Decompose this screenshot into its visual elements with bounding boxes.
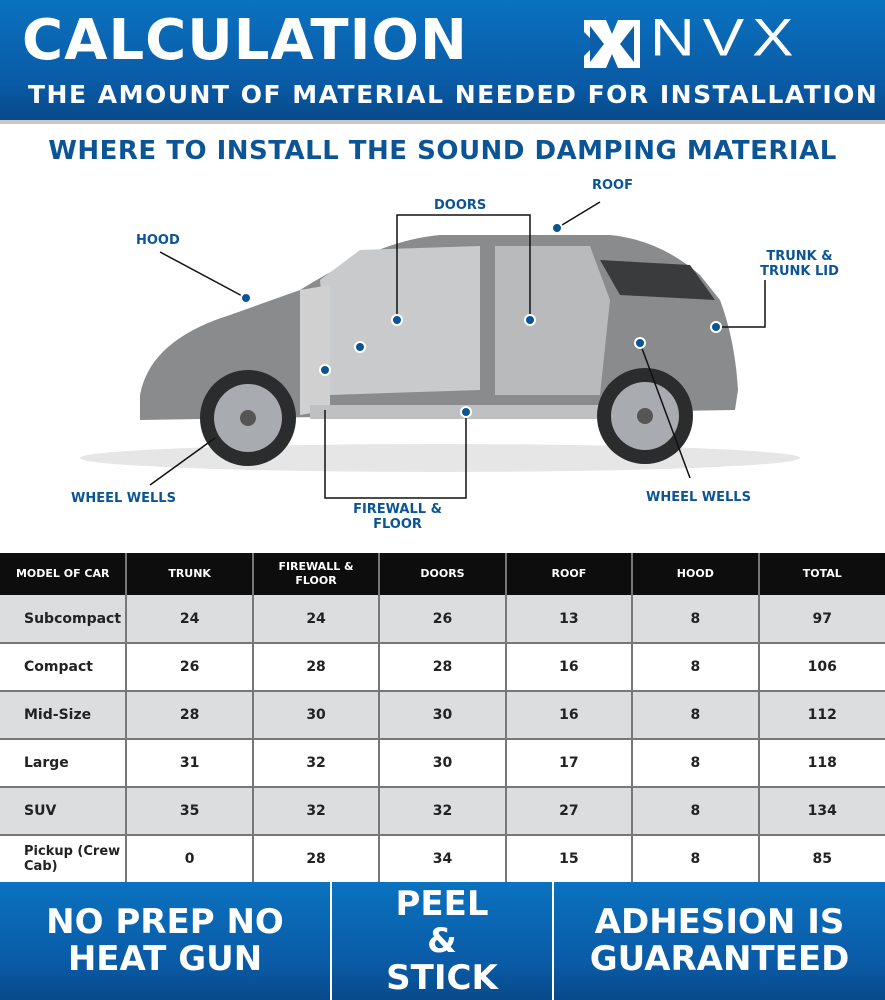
cell-value: 8 <box>632 643 760 692</box>
cell-value: 13 <box>505 595 634 644</box>
header-banner: CALCULATION THE AMOUNT OF MATERIAL NEEDE… <box>0 0 885 120</box>
cell-value: 106 <box>758 643 885 692</box>
nvx-logo-icon <box>584 20 640 68</box>
col-firewall: FIREWALL & FLOOR <box>252 553 381 595</box>
cell-value: 28 <box>252 643 381 692</box>
cell-value: 28 <box>379 643 507 692</box>
cell-model: SUV <box>0 787 128 836</box>
cell-value: 8 <box>632 739 760 788</box>
cell-value: 85 <box>758 835 885 884</box>
label-hood: HOOD <box>136 233 180 248</box>
cell-value: 8 <box>632 691 760 740</box>
cell-model: Subcompact <box>0 595 128 644</box>
cell-value: 31 <box>126 739 254 788</box>
cell-value: 24 <box>126 595 254 644</box>
cell-value: 16 <box>505 643 634 692</box>
cell-value: 32 <box>379 787 507 836</box>
cell-value: 16 <box>505 691 634 740</box>
label-doors: DOORS <box>434 198 487 213</box>
table-header-row: MODEL OF CAR TRUNK FIREWALL & FLOOR DOOR… <box>0 553 885 595</box>
cell-value: 8 <box>632 595 760 644</box>
cell-value: 28 <box>252 835 381 884</box>
car-illustration <box>80 201 800 499</box>
cell-value: 134 <box>758 787 885 836</box>
table-row: Mid-Size 28 30 30 16 8 112 <box>0 691 885 740</box>
cell-value: 32 <box>252 787 381 836</box>
cell-value: 26 <box>126 643 254 692</box>
cell-value: 34 <box>379 835 507 884</box>
label-firewall-floor: FIREWALL & FLOOR <box>353 502 442 532</box>
cell-value: 24 <box>252 595 381 644</box>
table-row: SUV 35 32 32 27 8 134 <box>0 787 885 836</box>
cell-value: 35 <box>126 787 254 836</box>
table-row: Large 31 32 30 17 8 118 <box>0 739 885 788</box>
cell-value: 8 <box>632 835 760 884</box>
cell-value: 112 <box>758 691 885 740</box>
cell-value: 0 <box>126 835 254 884</box>
cell-value: 30 <box>379 739 507 788</box>
label-wheel-wells-right: WHEEL WELLS <box>646 490 751 505</box>
table-row: Pickup (Crew Cab) 0 28 34 15 8 85 <box>0 835 885 884</box>
cell-value: 27 <box>505 787 634 836</box>
cell-model: Large <box>0 739 128 788</box>
page-subtitle: THE AMOUNT OF MATERIAL NEEDED FOR INSTAL… <box>28 80 879 109</box>
label-wheel-wells-left: WHEEL WELLS <box>71 491 176 506</box>
cell-value: 118 <box>758 739 885 788</box>
col-total: TOTAL <box>758 553 885 595</box>
footer-banner: NO PREP NO HEAT GUN PEEL & STICK ADHESIO… <box>0 882 885 1000</box>
col-roof: ROOF <box>505 553 634 595</box>
table-row: Subcompact 24 24 26 13 8 97 <box>0 595 885 644</box>
col-hood: HOOD <box>632 553 760 595</box>
cell-value: 15 <box>505 835 634 884</box>
cell-value: 32 <box>252 739 381 788</box>
cell-model: Mid-Size <box>0 691 128 740</box>
cell-value: 28 <box>126 691 254 740</box>
cell-value: 8 <box>632 787 760 836</box>
brand-name: NVX <box>650 8 802 68</box>
cell-value: 17 <box>505 739 634 788</box>
feature-no-prep: NO PREP NO HEAT GUN <box>0 882 332 1000</box>
label-roof: ROOF <box>592 178 633 193</box>
cell-value: 97 <box>758 595 885 644</box>
page-title: CALCULATION <box>22 8 468 73</box>
cell-model: Compact <box>0 643 128 692</box>
col-doors: DOORS <box>379 553 507 595</box>
table-row: Compact 26 28 28 16 8 106 <box>0 643 885 692</box>
label-trunk: TRUNK & TRUNK LID <box>760 249 839 279</box>
feature-adhesion: ADHESION IS GUARANTEED <box>589 902 850 979</box>
divider <box>0 120 885 124</box>
cell-value: 26 <box>379 595 507 644</box>
cell-value: 30 <box>379 691 507 740</box>
feature-peel-stick: PEEL & STICK <box>332 882 554 1000</box>
col-trunk: TRUNK <box>126 553 254 595</box>
cell-value: 30 <box>252 691 381 740</box>
material-table: MODEL OF CAR TRUNK FIREWALL & FLOOR DOOR… <box>0 553 885 884</box>
section-title: WHERE TO INSTALL THE SOUND DAMPING MATER… <box>48 136 837 166</box>
col-model: MODEL OF CAR <box>0 553 128 595</box>
cell-model: Pickup (Crew Cab) <box>0 835 128 884</box>
